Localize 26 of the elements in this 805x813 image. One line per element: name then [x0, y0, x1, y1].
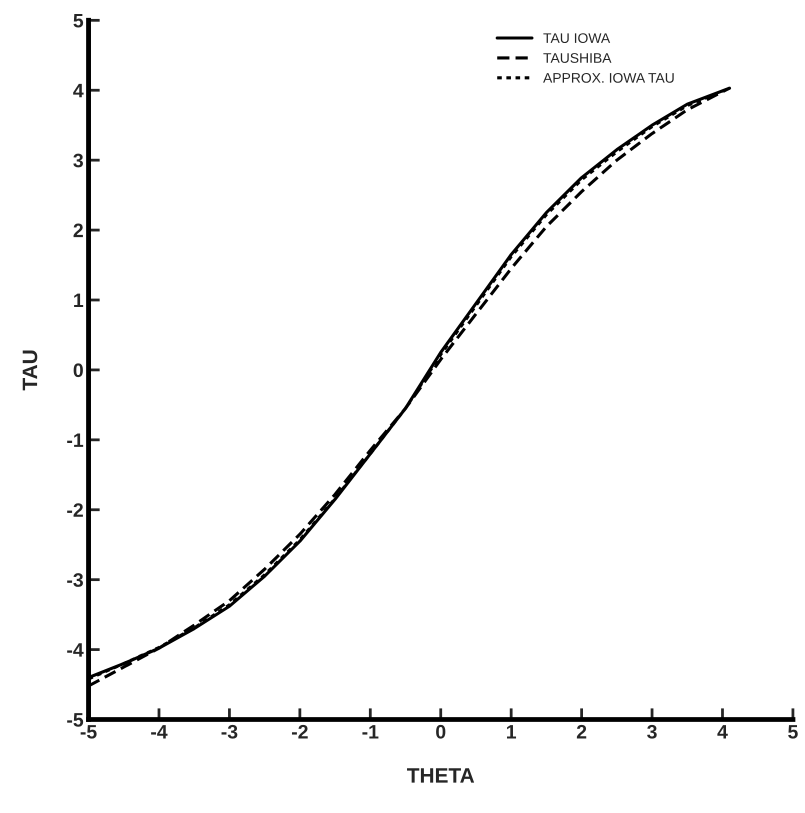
y-tick-label: -2 [67, 503, 83, 517]
x-tick-label: 2 [576, 724, 586, 738]
y-tick-label: -3 [67, 573, 83, 587]
x-tick-label: 5 [788, 725, 798, 739]
x-tick-label: 3 [647, 724, 657, 739]
y-tick-label: 5 [73, 14, 84, 28]
x-axis-title: THETA [407, 768, 474, 783]
legend-label: APPROX. IOWA TAU [543, 72, 674, 83]
x-tick-label: -4 [151, 725, 168, 738]
y-tick-label: 1 [74, 294, 84, 308]
x-tick-label: 1 [506, 725, 516, 738]
y-tick-label: 0 [74, 363, 83, 378]
y-tick-label: -1 [67, 434, 84, 447]
y-tick-label: -5 [67, 713, 84, 727]
y-tick-label: 2 [74, 224, 83, 238]
legend-label: TAU IOWA [543, 33, 610, 44]
y-tick-label: 4 [73, 84, 84, 98]
x-tick-label: -2 [292, 724, 308, 738]
y-tick-label: -4 [67, 643, 84, 657]
x-tick-label: 0 [436, 724, 446, 739]
y-axis-title: TAU [22, 350, 38, 390]
legend-label: TAUSHIBA [543, 53, 612, 63]
x-tick-label: 4 [717, 725, 728, 738]
x-tick-label: -3 [222, 724, 238, 739]
x-tick-label: -1 [362, 725, 378, 738]
y-tick-label: 3 [73, 154, 83, 168]
